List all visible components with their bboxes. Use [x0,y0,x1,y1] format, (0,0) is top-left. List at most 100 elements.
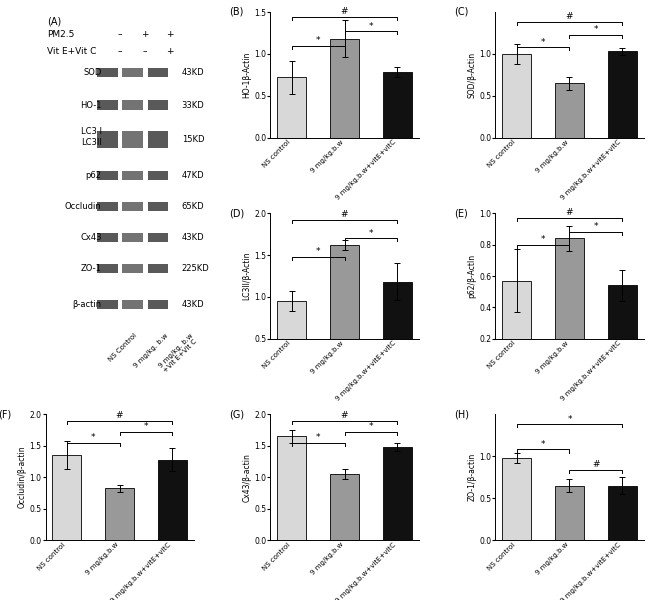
Bar [608,485,637,540]
Text: –: – [117,31,122,40]
FancyBboxPatch shape [148,263,168,274]
Text: +: + [166,31,174,40]
Text: 33KD: 33KD [182,101,205,110]
Text: *: * [316,433,320,442]
FancyBboxPatch shape [148,100,168,110]
FancyBboxPatch shape [122,299,143,310]
Bar [277,301,306,381]
Text: #: # [341,7,348,16]
Text: (C): (C) [454,7,469,17]
Bar [277,77,306,138]
Bar [502,458,531,540]
Text: –: – [117,47,122,56]
Bar [555,238,584,370]
Text: PM2.5: PM2.5 [47,31,74,40]
Bar [105,488,134,540]
Text: (D): (D) [229,208,244,218]
FancyBboxPatch shape [122,68,143,77]
Text: LC3 I: LC3 I [81,127,102,136]
Bar [608,286,637,370]
Text: 15KD: 15KD [182,135,204,144]
Bar [158,460,187,540]
Text: (B): (B) [229,7,243,17]
FancyBboxPatch shape [148,202,168,211]
Text: SOD: SOD [83,68,102,77]
Bar [330,245,359,381]
FancyBboxPatch shape [98,100,118,110]
Text: *: * [593,25,598,34]
Text: *: * [369,422,373,431]
Bar [330,39,359,138]
Text: (G): (G) [229,409,244,419]
Text: +: + [141,31,148,40]
Text: *: * [91,433,96,442]
Y-axis label: SOD/β-Actin: SOD/β-Actin [467,52,476,98]
Text: *: * [541,38,545,47]
FancyBboxPatch shape [98,233,118,242]
Text: 65KD: 65KD [182,202,204,211]
Text: p62: p62 [86,171,102,180]
Text: (F): (F) [0,409,12,419]
Text: #: # [341,411,348,420]
Text: 43KD: 43KD [182,300,204,309]
Text: Vit E+Vit C: Vit E+Vit C [47,47,96,56]
FancyBboxPatch shape [122,263,143,274]
Text: ZO-1: ZO-1 [81,264,102,273]
Bar [502,281,531,370]
Bar [555,83,584,138]
Text: –: – [142,47,147,56]
FancyBboxPatch shape [122,100,143,110]
Text: #: # [116,411,124,420]
Text: 225KD: 225KD [182,264,209,273]
Y-axis label: p62/β-ActIn: p62/β-ActIn [467,254,476,298]
Bar [502,54,531,138]
Text: *: * [369,22,373,31]
Bar [330,474,359,540]
FancyBboxPatch shape [148,68,168,77]
FancyBboxPatch shape [148,299,168,310]
Bar [383,282,412,381]
Text: Cx43: Cx43 [80,233,102,242]
FancyBboxPatch shape [122,233,143,242]
Text: Occludin: Occludin [65,202,102,211]
Text: LC3II: LC3II [81,138,102,147]
Text: 43KD: 43KD [182,233,204,242]
FancyBboxPatch shape [122,170,143,181]
Y-axis label: ZO-1/β-actin: ZO-1/β-actin [467,453,476,501]
FancyBboxPatch shape [98,68,118,77]
Text: 47KD: 47KD [182,171,204,180]
Text: *: * [541,235,545,244]
Text: *: * [144,422,148,431]
Text: 9 mg/kg. b.w
+Vit E+Vit C: 9 mg/kg. b.w +Vit E+Vit C [158,332,200,374]
Text: #: # [566,208,573,217]
Y-axis label: HO-1β-Actin: HO-1β-Actin [242,52,252,98]
Bar [383,73,412,138]
Text: *: * [541,440,545,449]
FancyBboxPatch shape [148,131,168,148]
Text: (A): (A) [47,17,61,27]
Text: β-actin: β-actin [73,300,102,309]
FancyBboxPatch shape [98,263,118,274]
Text: 43KD: 43KD [182,68,204,77]
FancyBboxPatch shape [122,131,143,148]
Y-axis label: LC3II/β-Actin: LC3II/β-Actin [242,252,252,300]
Bar [555,485,584,540]
FancyBboxPatch shape [148,233,168,242]
FancyBboxPatch shape [98,202,118,211]
FancyBboxPatch shape [148,170,168,181]
FancyBboxPatch shape [98,170,118,181]
Text: 9 mg/kg. b.w: 9 mg/kg. b.w [133,332,170,369]
Text: NS Control: NS Control [108,332,138,363]
Text: (E): (E) [454,208,468,218]
Text: #: # [566,13,573,22]
Text: *: * [369,229,373,238]
FancyBboxPatch shape [98,299,118,310]
Bar [608,52,637,138]
Text: +: + [166,47,174,56]
Y-axis label: Cx43/β-actin: Cx43/β-actin [242,453,252,502]
Text: #: # [341,210,348,219]
Y-axis label: Occludin/β-actin: Occludin/β-actin [18,446,27,508]
Text: #: # [592,460,600,469]
Text: *: * [567,415,572,424]
Bar [277,436,306,540]
